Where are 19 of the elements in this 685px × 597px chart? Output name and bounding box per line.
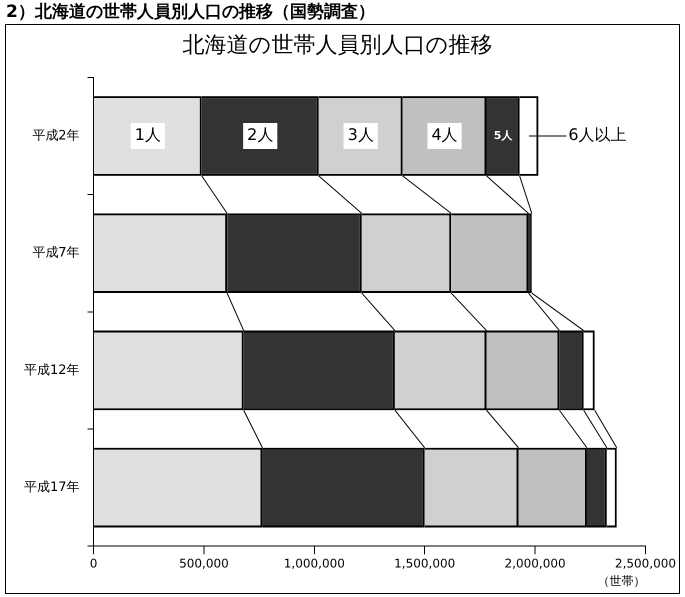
x-tick-label: 2,000,000 (504, 556, 566, 571)
x-tick-label: 1,000,000 (284, 556, 345, 571)
series-label: 2人 (247, 125, 274, 144)
y-tick-label: 平成2年 (32, 128, 80, 144)
series-label: 4人 (431, 125, 458, 144)
y-tick-label: 平成7年 (32, 246, 80, 261)
series-label: 6人以上 (568, 125, 627, 144)
y-tick-label: 平成12年 (24, 362, 80, 378)
text: 2）北海道の世帯人員別人口の推移（国勢調査） (6, 1, 375, 23)
x-tick-label: 500,000 (179, 556, 229, 571)
x-tick-label: 1,500,000 (394, 556, 456, 571)
y-tick-label: 平成17年 (24, 480, 80, 495)
series-label: 1人 (134, 125, 161, 144)
x-tick-label: 2,500,000 (614, 556, 676, 571)
chart-title: 北海道の世帯人員別人口の推移 (182, 32, 492, 58)
series-label: 5人 (494, 128, 514, 142)
x-axis-title: （世帯） (597, 574, 646, 588)
x-tick-label: 0 (90, 556, 98, 571)
series-label: 3人 (348, 125, 374, 144)
